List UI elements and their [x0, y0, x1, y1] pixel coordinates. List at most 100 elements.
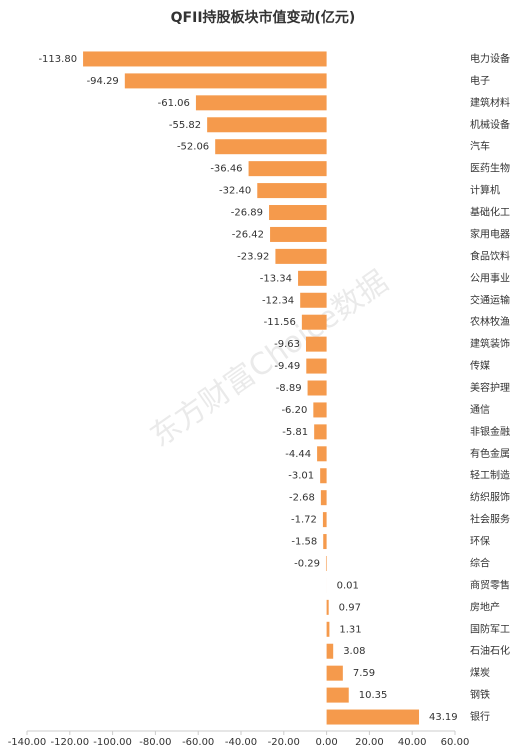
y-tick-label: 建筑材料 [470, 96, 510, 109]
bar [326, 687, 349, 703]
value-label: -26.42 [232, 229, 264, 240]
y-tick-label: 美容护理 [470, 381, 510, 394]
x-tick-label: 20.00 [355, 737, 384, 748]
y-tick-label: 煤炭 [470, 666, 490, 679]
bar [195, 95, 327, 111]
value-label: 10.35 [359, 690, 388, 701]
value-label: -4.44 [285, 449, 311, 460]
bar [215, 139, 327, 155]
bar [257, 183, 327, 199]
bar [275, 248, 327, 264]
value-label: 0.01 [337, 580, 359, 591]
bar [83, 51, 327, 67]
y-tick-label: 商贸零售 [470, 578, 510, 591]
y-tick-label: 非银金融 [470, 425, 510, 438]
y-tick-label: 汽车 [470, 140, 490, 153]
bar [320, 490, 327, 506]
bar [298, 270, 327, 286]
value-label: -13.34 [260, 273, 292, 284]
bar [317, 446, 327, 462]
y-tick-label: 钢铁 [470, 688, 490, 701]
value-label: -23.92 [237, 251, 269, 262]
value-label: 43.19 [429, 712, 458, 723]
value-label: 1.31 [339, 624, 361, 635]
value-label: -5.81 [282, 427, 308, 438]
x-tick-label: 60.00 [441, 737, 470, 748]
y-tick-label: 交通运输 [470, 293, 510, 306]
y-tick-label: 电力设备 [470, 52, 510, 65]
y-tick-label: 通信 [470, 404, 490, 416]
value-label: -1.58 [291, 537, 317, 548]
bar [326, 621, 330, 637]
y-tick-label: 农林牧渔 [470, 315, 510, 328]
bar [307, 380, 327, 396]
x-tick-label: -140.00 [8, 737, 47, 748]
chart-title: QFII持股板块市值变动(亿元) [171, 9, 356, 26]
value-label: -61.06 [158, 98, 190, 109]
bar [306, 358, 327, 374]
value-label: -12.34 [262, 295, 294, 306]
y-tick-label: 食品饮料 [470, 249, 510, 262]
value-label: -32.40 [219, 186, 251, 197]
y-tick-label: 电子 [470, 74, 490, 87]
y-tick-label: 石油石化 [470, 644, 510, 657]
value-label: -2.68 [289, 493, 315, 504]
bar [301, 314, 327, 330]
y-tick-label: 计算机 [470, 184, 500, 197]
bar [248, 161, 327, 177]
y-tick-label: 轻工制造 [470, 469, 510, 482]
y-tick-label: 建筑装饰 [470, 337, 510, 350]
y-tick-label: 医药生物 [470, 162, 510, 175]
bar [325, 555, 327, 571]
y-tick-label: 传媒 [470, 360, 490, 372]
y-tick-label: 综合 [470, 556, 490, 569]
bar [313, 402, 327, 418]
bar [326, 665, 343, 681]
bar [305, 336, 327, 352]
bar [314, 424, 327, 440]
value-label: -8.89 [276, 383, 302, 394]
x-tick-label: -60.00 [182, 737, 214, 748]
y-tick-label: 机械设备 [470, 118, 510, 131]
y-tick-label: 房地产 [470, 600, 500, 613]
value-label: -113.80 [38, 54, 77, 65]
y-tick-label: 社会服务 [470, 513, 510, 526]
value-label: -9.63 [274, 339, 300, 350]
x-tick-label: -40.00 [225, 737, 257, 748]
bar [322, 512, 327, 528]
x-tick-label: -80.00 [139, 737, 171, 748]
bar [300, 292, 327, 308]
bar [207, 117, 327, 133]
value-label: -9.49 [274, 361, 300, 372]
value-label: -11.56 [264, 317, 296, 328]
x-tick-label: 40.00 [398, 737, 427, 748]
value-label: 7.59 [353, 668, 375, 679]
value-label: -1.72 [291, 515, 317, 526]
bar [326, 599, 329, 615]
value-label: -55.82 [169, 120, 201, 131]
value-label: 3.08 [343, 646, 365, 657]
bar [326, 643, 334, 659]
value-label: -6.20 [281, 405, 307, 416]
y-tick-label: 纺织服饰 [470, 491, 510, 504]
value-label: -36.46 [210, 164, 242, 175]
value-label: -52.06 [177, 142, 209, 153]
value-label: -94.29 [87, 76, 119, 87]
value-label: 0.97 [339, 602, 361, 613]
x-tick-label: -20.00 [268, 737, 300, 748]
y-tick-label: 银行 [470, 710, 490, 723]
watermark: 东方财富Choice数据 [144, 264, 395, 454]
y-tick-label: 环保 [470, 535, 490, 548]
bar [270, 226, 327, 242]
x-tick-label: -120.00 [50, 737, 89, 748]
x-tick-label: -100.00 [93, 737, 132, 748]
y-tick-label: 家用电器 [470, 227, 510, 240]
x-tick-label: 0.00 [315, 737, 337, 748]
y-tick-label: 有色金属 [470, 447, 510, 460]
bar [269, 205, 327, 221]
y-tick-label: 国防军工 [470, 622, 510, 635]
value-label: -0.29 [294, 558, 320, 569]
value-label: -26.89 [231, 208, 263, 219]
bar [323, 534, 327, 550]
